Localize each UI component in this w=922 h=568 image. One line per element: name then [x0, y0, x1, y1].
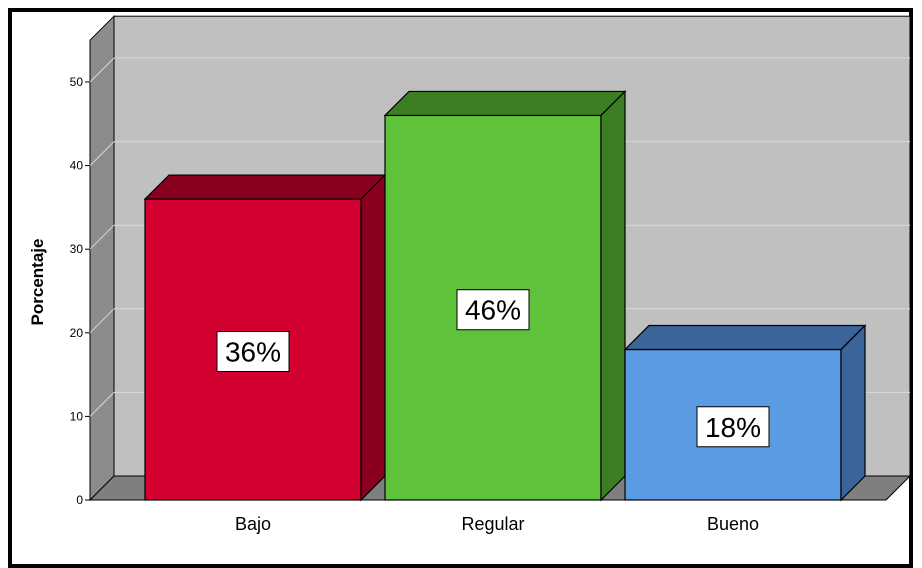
y-tick-label: 10: [70, 409, 84, 423]
data-label-text: 36%: [225, 337, 281, 368]
bar-top: [143, 174, 387, 200]
y-axis-title: Porcentaje: [28, 239, 47, 326]
data-labels: 36% 46% 18%: [216, 289, 770, 448]
x-category-label: Bajo: [235, 514, 271, 534]
gridline: [89, 308, 115, 334]
bar-top: [623, 324, 867, 351]
y-tick-label: 40: [70, 159, 84, 173]
y-tick-label: 0: [76, 493, 83, 507]
data-label-text: 46%: [465, 295, 521, 326]
data-label: 18%: [696, 406, 770, 448]
data-label-box: [216, 331, 290, 373]
gridline: [89, 392, 115, 417]
bar-side: [600, 89, 626, 502]
data-label-box: [456, 289, 530, 331]
bar-side: [840, 324, 866, 502]
data-label-box: [696, 406, 770, 448]
gridline: [89, 141, 115, 166]
data-label: 46%: [456, 289, 530, 331]
gridline: [89, 224, 115, 250]
data-label-text: 18%: [705, 412, 761, 443]
data-label: 36%: [216, 331, 290, 373]
bar-side: [360, 173, 386, 502]
y-axis: Porcentaje 0 10 20 30 40 50: [28, 75, 90, 507]
y-tick-label: 30: [70, 242, 84, 256]
x-category-label: Bueno: [707, 514, 759, 534]
y-tick-label: 20: [70, 326, 84, 340]
plot-side-wall: [89, 14, 115, 502]
y-tick-label: 50: [70, 75, 84, 89]
x-category-label: Regular: [461, 514, 524, 534]
gridline: [89, 57, 115, 83]
bar-regular: [383, 89, 627, 502]
x-axis: Bajo Regular Bueno: [235, 514, 759, 534]
bar-top: [383, 90, 627, 117]
bar-chart: 36% 46% 18% Porcentaje 0 10 20 30 40 50 Bajo Reg…: [28, 14, 912, 534]
